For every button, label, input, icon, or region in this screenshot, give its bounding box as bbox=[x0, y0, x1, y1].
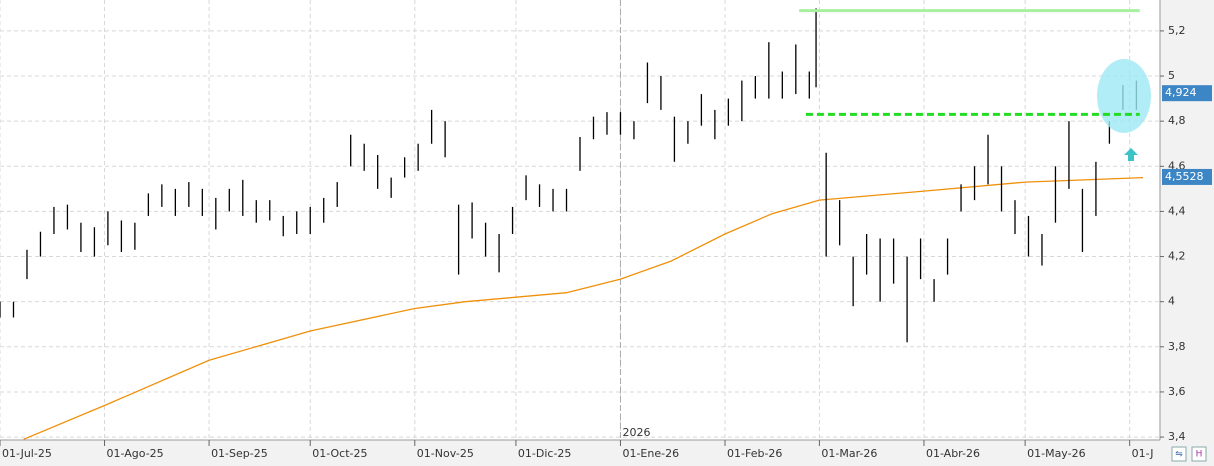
y-tick-label: 4 bbox=[1168, 295, 1175, 308]
x-tick-label: 01-Ago-25 bbox=[107, 447, 164, 460]
x-tick-label: 01-May-26 bbox=[1027, 447, 1085, 460]
marks bbox=[0, 8, 1144, 440]
x-tick-label: 01-Dic-25 bbox=[518, 447, 572, 460]
x-tick-label: 01-Mar-26 bbox=[821, 447, 877, 460]
price-tag bbox=[1162, 168, 1212, 185]
y-tick-label: 3,6 bbox=[1168, 385, 1186, 398]
y-axis-strip bbox=[1160, 0, 1214, 466]
x-tick-label: 01-Jul-25 bbox=[2, 447, 52, 460]
grid: 3,43,63,844,24,44,64,855,201-Jul-25 01-Ag… bbox=[0, 0, 1186, 460]
x-tick-label: 01-Feb-26 bbox=[727, 447, 782, 460]
x-tick-label: 01-Ene-26 bbox=[622, 447, 679, 460]
home-icon[interactable] bbox=[1191, 446, 1207, 462]
x-tick-label: 01-J bbox=[1132, 447, 1154, 460]
x-tick-label: 01-Sep-25 bbox=[211, 447, 268, 460]
year-label: 2026 bbox=[622, 426, 650, 439]
zoom-icon[interactable] bbox=[1171, 446, 1187, 462]
y-tick-label: 5,2 bbox=[1168, 24, 1186, 37]
highlight-circle bbox=[1097, 59, 1151, 133]
home-glyph: H bbox=[1196, 450, 1203, 460]
x-tick-label: 01-Oct-25 bbox=[312, 447, 367, 460]
y-tick-label: 5 bbox=[1168, 69, 1175, 82]
y-tick-label: 4,2 bbox=[1168, 250, 1186, 263]
y-tick-label: 3,4 bbox=[1168, 430, 1186, 443]
x-tick-label: 01-Abr-26 bbox=[926, 447, 980, 460]
price-tag-label: 4,924 bbox=[1165, 86, 1197, 99]
y-tick-label: 4,8 bbox=[1168, 114, 1186, 127]
price-tag bbox=[1162, 85, 1212, 102]
price-tag-label: 4,5528 bbox=[1165, 170, 1204, 183]
x-tick-label: 01-Nov-25 bbox=[417, 447, 474, 460]
zoom-glyph: ⇋ bbox=[1175, 450, 1183, 460]
moving-average bbox=[23, 176, 1144, 440]
overlay: 4,924 4,5528 bbox=[799, 9, 1212, 185]
x-axis-strip bbox=[0, 440, 1214, 466]
y-tick-label: 4,4 bbox=[1168, 204, 1186, 217]
up-arrow bbox=[1124, 148, 1138, 161]
y-tick-label: 3,8 bbox=[1168, 340, 1186, 353]
